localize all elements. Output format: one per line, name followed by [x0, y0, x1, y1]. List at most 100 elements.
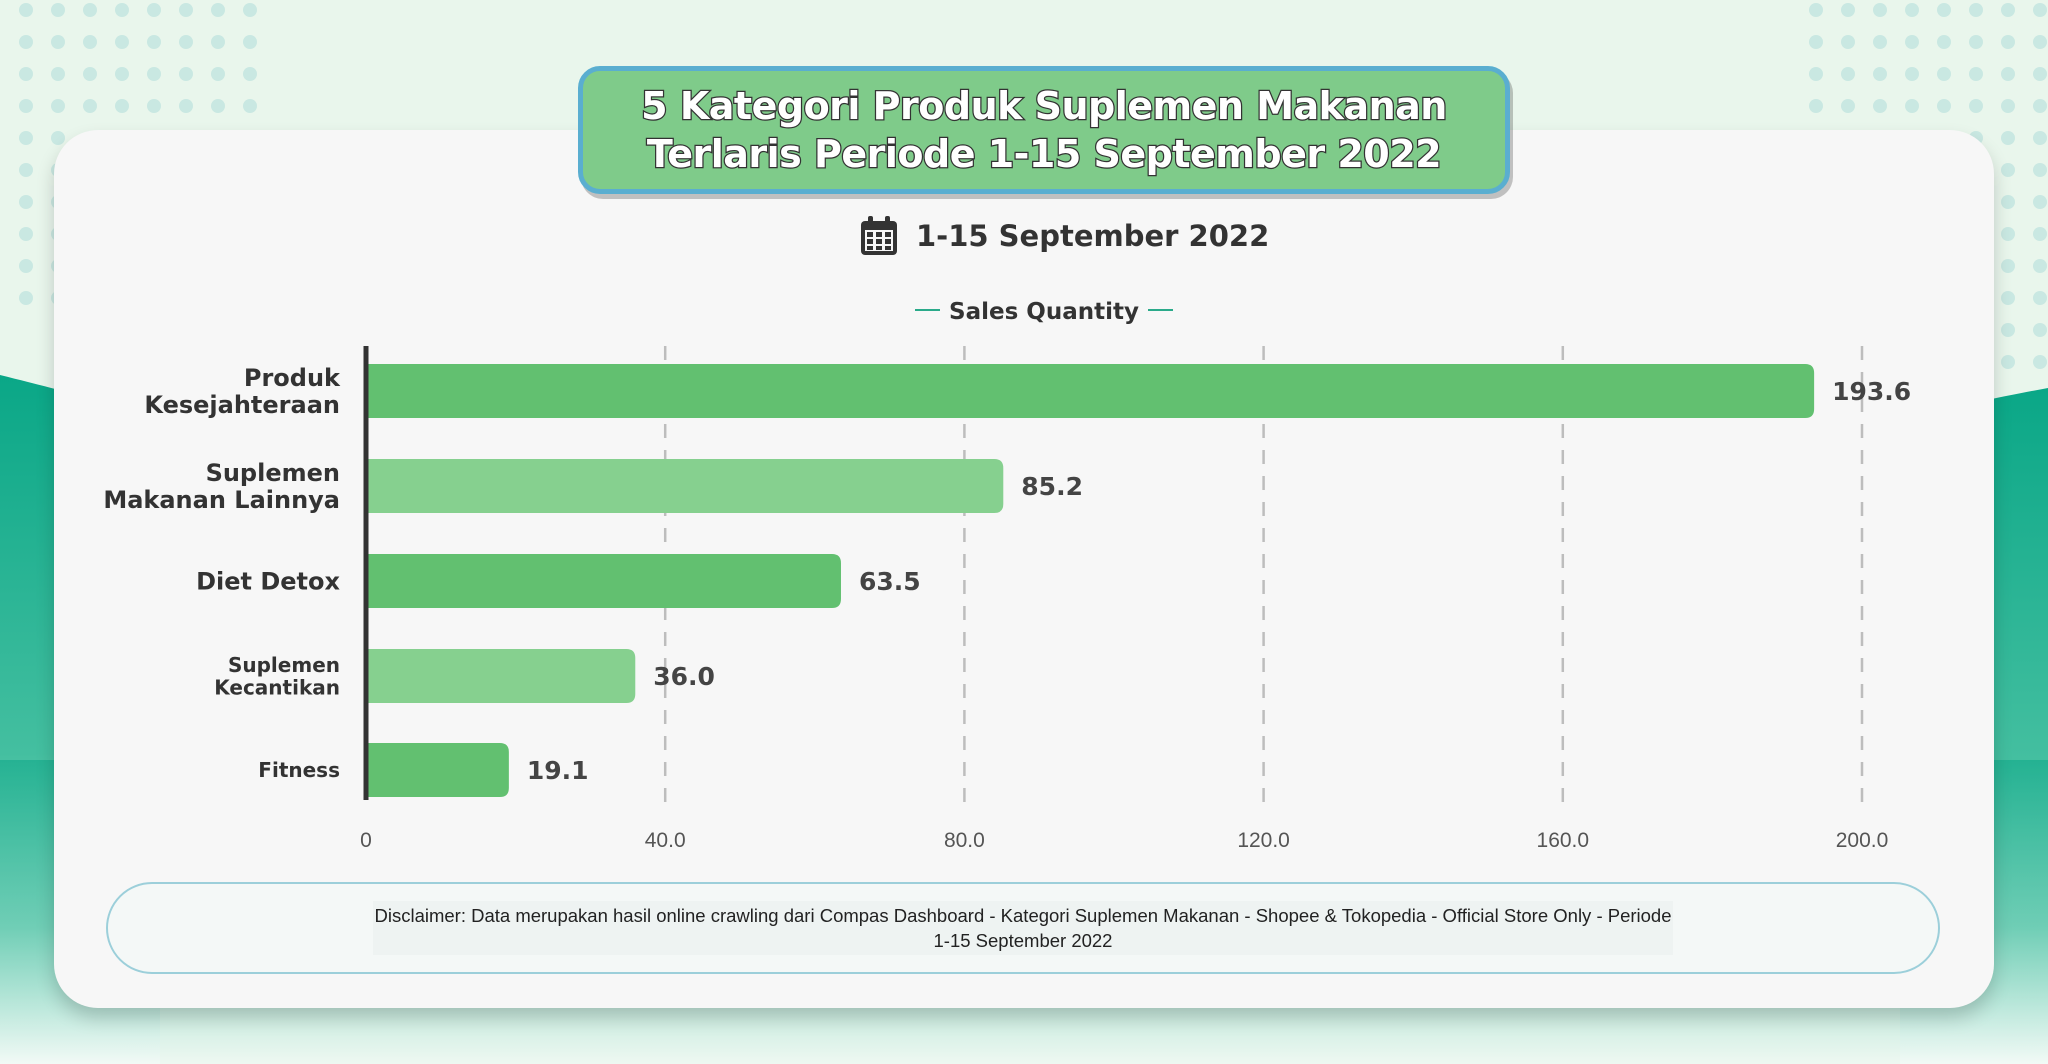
bg-dot [2033, 355, 2047, 369]
bg-dot [2033, 3, 2047, 17]
bg-dot [83, 67, 97, 81]
bg-dot [1937, 35, 1951, 49]
bg-dot [2033, 163, 2047, 177]
bg-dot [1841, 3, 1855, 17]
bg-dot [19, 291, 33, 305]
bg-dot [2033, 227, 2047, 241]
bg-dot [19, 35, 33, 49]
calendar-icon [861, 216, 897, 255]
bg-dot [179, 3, 193, 17]
bg-dot [2033, 323, 2047, 337]
bg-dot [1937, 3, 1951, 17]
x-tick-label: 80.0 [944, 829, 985, 852]
bg-dot [211, 99, 225, 113]
bg-dot [19, 99, 33, 113]
bg-dot [2001, 355, 2015, 369]
bg-dot [1969, 67, 1983, 81]
bg-dot [51, 67, 65, 81]
category-label: Suplemen Kecantikan [214, 653, 340, 699]
x-tick-label: 160.0 [1537, 829, 1590, 852]
bg-dot [2033, 99, 2047, 113]
category-labels: Produk Kesejahteraan Suplemen Makanan Lainn… [103, 364, 341, 782]
category-label: Diet Detox [196, 568, 340, 596]
x-tick-label: 200.0 [1836, 829, 1889, 852]
bar [366, 649, 636, 703]
bar [366, 364, 1815, 418]
bg-dot [2001, 35, 2015, 49]
x-tick-labels: 0 40.0 80.0 120.0 160.0 200.0 [360, 829, 1888, 852]
bg-dot [147, 99, 161, 113]
bg-dot [1809, 35, 1823, 49]
bg-dot [1841, 99, 1855, 113]
bg-dot [179, 35, 193, 49]
bg-dot [211, 67, 225, 81]
bg-dot [1937, 99, 1951, 113]
bg-dot [19, 131, 33, 145]
bg-dot [2001, 163, 2015, 177]
bg-dot [2001, 323, 2015, 337]
bg-dot [1905, 35, 1919, 49]
bg-dot [2001, 131, 2015, 145]
legend-label: Sales Quantity [949, 299, 1139, 325]
bg-dot [2001, 291, 2015, 305]
bg-dot [179, 67, 193, 81]
bg-dot [1809, 67, 1823, 81]
bg-dot [2033, 259, 2047, 273]
bg-dot [51, 131, 65, 145]
value-label: 85.2 [1021, 472, 1083, 501]
bg-dot [2033, 195, 2047, 209]
period-label: 1-15 September 2022 [916, 219, 1270, 253]
bg-dot [51, 99, 65, 113]
value-label: 193.6 [1832, 377, 1911, 406]
bg-dot [243, 3, 257, 17]
bg-dot [243, 67, 257, 81]
bg-dot [19, 163, 33, 177]
bars [366, 364, 1815, 797]
bar [366, 554, 841, 608]
bg-dot [19, 227, 33, 241]
bg-dot [1841, 35, 1855, 49]
bg-dot [147, 3, 161, 17]
bg-dot [243, 35, 257, 49]
bg-dot [19, 259, 33, 273]
bg-dot [2033, 67, 2047, 81]
bg-dot [115, 3, 129, 17]
bg-dot [1809, 99, 1823, 113]
value-label: 19.1 [527, 756, 589, 785]
bg-dot [147, 67, 161, 81]
category-label: Suplemen Makanan Lainnya [103, 459, 340, 514]
value-label: 63.5 [859, 567, 921, 596]
bg-dot [1969, 35, 1983, 49]
bg-dot [115, 99, 129, 113]
bg-dot [1841, 67, 1855, 81]
bg-dot [115, 35, 129, 49]
bg-dot [1969, 3, 1983, 17]
x-tick-label: 120.0 [1237, 829, 1290, 852]
bg-dot [1873, 35, 1887, 49]
bg-dot [2001, 195, 2015, 209]
bg-dot [1969, 99, 1983, 113]
chart-legend: Sales Quantity [915, 299, 1173, 325]
disclaimer-box: Disclaimer: Data merupakan hasil online … [106, 882, 1940, 974]
bg-dot [1905, 99, 1919, 113]
disclaimer-text: Disclaimer: Data merupakan hasil online … [373, 901, 1673, 955]
bg-dot [2001, 99, 2015, 113]
bg-dot [19, 195, 33, 209]
period-row: 1-15 September 2022 [860, 212, 1269, 260]
bg-dot [211, 35, 225, 49]
bg-dot [83, 3, 97, 17]
title-banner: 5 Kategori Produk Suplemen Makanan Terla… [578, 66, 1510, 194]
bg-dot [2001, 259, 2015, 273]
bg-dot [2033, 291, 2047, 305]
bg-dot [2001, 227, 2015, 241]
bg-dot [147, 35, 161, 49]
bg-dot [1873, 99, 1887, 113]
bg-dot [1937, 67, 1951, 81]
bg-dot [115, 67, 129, 81]
bar [366, 459, 1004, 513]
bg-dot [51, 3, 65, 17]
bg-dot [211, 3, 225, 17]
bg-dot [19, 3, 33, 17]
category-label: Produk Kesejahteraan [144, 364, 341, 419]
